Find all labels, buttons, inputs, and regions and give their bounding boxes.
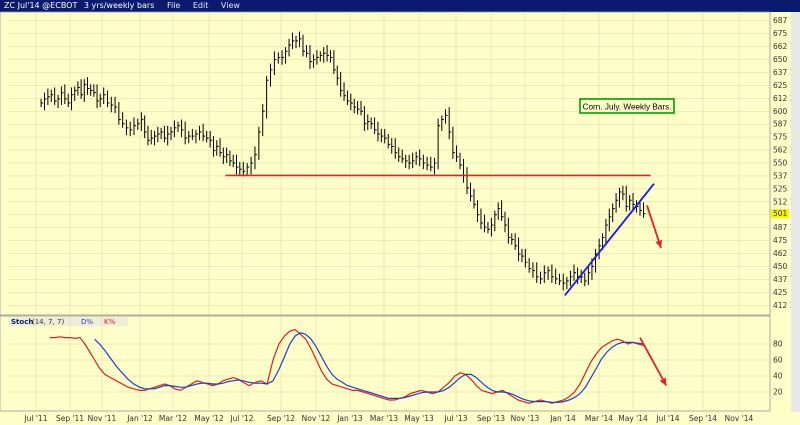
- time-tick-label: May '12: [194, 414, 224, 423]
- time-tick-label: Jan '13: [336, 414, 363, 423]
- price-tick-label: 437 1/2: [773, 275, 800, 284]
- time-tick-label: Nov '11: [88, 414, 117, 423]
- price-tick-label: 662 1/2: [773, 42, 800, 51]
- menu-file[interactable]: File: [166, 1, 181, 10]
- last-price-label: 501: [773, 209, 788, 218]
- stoch-title[interactable]: Stoch: [11, 318, 33, 326]
- time-tick-label: May '13: [404, 414, 434, 423]
- time-tick-label: Mar '14: [585, 414, 613, 423]
- annotation-text: Corn. July. Weekly Bars.: [583, 103, 672, 112]
- annotation-box: Corn. July. Weekly Bars.: [579, 98, 675, 114]
- time-tick-label: Nov '13: [511, 414, 540, 423]
- time-tick-label: Jul '12: [229, 414, 253, 423]
- time-tick-label: Sep '12: [267, 414, 295, 423]
- symbol-label[interactable]: ZC Jul'14 @ECBOT: [4, 1, 78, 10]
- stoch-y-axis: 80 60 40 20: [773, 340, 783, 397]
- menu-edit[interactable]: Edit: [192, 1, 209, 10]
- stoch-tick-label: 80: [773, 340, 783, 349]
- trend-line: [564, 183, 655, 297]
- price-tick-label: 612 1/2: [773, 94, 800, 103]
- stoch-header: Stoch (14, 7, 7) D% K%: [8, 317, 128, 326]
- stoch-k-line: [49, 328, 644, 404]
- price-tick-label: 537 1/2: [773, 171, 800, 180]
- time-tick-label: Jul '13: [443, 414, 467, 423]
- time-tick-label: Sep '14: [689, 414, 717, 423]
- time-tick-label: Jul '11: [23, 414, 47, 423]
- price-panel: [0, 11, 771, 316]
- vertical-scrollbar[interactable]: [791, 12, 800, 412]
- price-tick-label: 525: [773, 184, 788, 193]
- stoch-tick-label: 40: [773, 372, 783, 381]
- time-tick-label: Nov '14: [725, 414, 754, 423]
- price-tick-label: 687 1/2: [773, 16, 800, 25]
- stoch-lines: [49, 328, 668, 404]
- stoch-params[interactable]: (14, 7, 7): [32, 318, 64, 326]
- price-y-axis: 687 1/2 675 662 1/2 650 637 1/2 625 612 1/2 600…: [771, 16, 800, 310]
- price-down-arrow-head: [655, 239, 663, 248]
- price-bars: [40, 31, 646, 291]
- price-tick-label: 475: [773, 236, 788, 245]
- legend-d[interactable]: D%: [81, 318, 93, 326]
- menu-view[interactable]: View: [220, 1, 240, 10]
- price-tick-label: 412 1/2: [773, 301, 800, 310]
- time-tick-label: Jan '12: [126, 414, 153, 423]
- price-tick-label: 625: [773, 81, 788, 90]
- price-down-arrow: [646, 205, 663, 249]
- price-tick-label: 550: [773, 159, 788, 168]
- time-tick-label: May '14: [618, 414, 648, 423]
- price-tick-label: 487 1/2: [773, 223, 800, 232]
- price-tick-label: 587 1/2: [773, 120, 800, 129]
- price-lines: [225, 174, 663, 297]
- time-tick-label: Sep '13: [477, 414, 505, 423]
- price-tick-label: 575: [773, 133, 788, 142]
- price-down-arrow-shaft: [646, 205, 662, 249]
- stoch-tick-label: 20: [773, 388, 783, 397]
- price-tick-label: 450: [773, 262, 788, 271]
- price-tick-label: 562 1/2: [773, 146, 800, 155]
- stoch-down-arrow-head: [659, 377, 667, 386]
- time-tick-label: Sep '11: [56, 414, 84, 423]
- stoch-panel: [0, 315, 771, 412]
- price-tick-label: 512 1/2: [773, 197, 800, 206]
- stoch-tick-label: 60: [773, 356, 783, 365]
- title-bar: ZC Jul'14 @ECBOT 3 yrs/weekly bars File …: [0, 0, 800, 12]
- time-tick-label: Nov '12: [302, 414, 331, 423]
- price-tick-label: 462 1/2: [773, 249, 800, 258]
- price-tick-label: 600: [773, 107, 788, 116]
- time-tick-label: Jan '14: [549, 414, 576, 423]
- price-tick-label: 650: [773, 55, 788, 64]
- price-tick-label: 675: [773, 29, 788, 38]
- stoch-down-arrow: [639, 337, 668, 387]
- time-tick-label: Mar '12: [159, 414, 187, 423]
- price-tick-label: 637 1/2: [773, 68, 800, 77]
- stoch-down-arrow-shaft: [639, 337, 668, 387]
- last-price-badge: [771, 209, 789, 219]
- period-label[interactable]: 3 yrs/weekly bars: [83, 1, 155, 10]
- time-tick-label: Jul '14: [655, 414, 679, 423]
- time-tick-label: Mar '13: [370, 414, 398, 423]
- time-axis: Jul '11 Sep '11 Nov '11 Jan '12 Mar '12 May '…: [23, 414, 753, 423]
- stoch-d-line: [94, 332, 644, 403]
- legend-k[interactable]: K%: [104, 318, 116, 326]
- price-tick-label: 425: [773, 288, 788, 297]
